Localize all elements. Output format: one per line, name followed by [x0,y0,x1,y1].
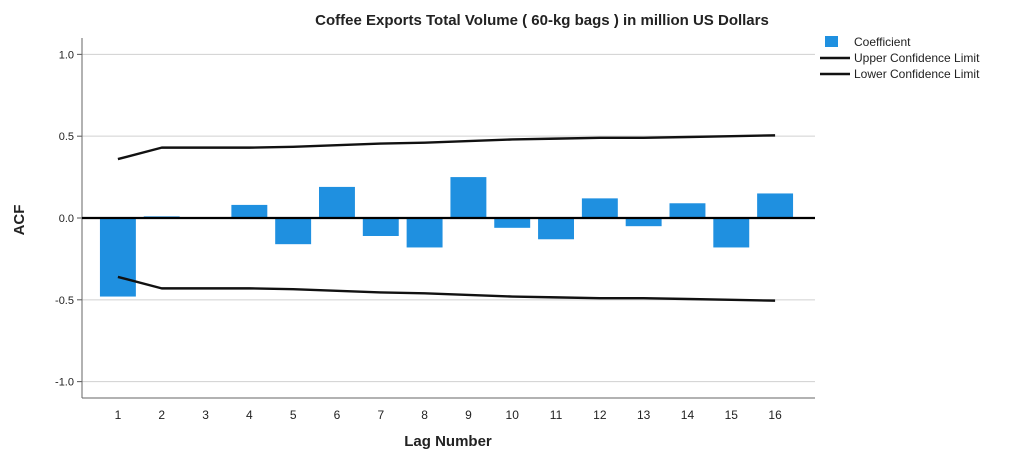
bar-lag-11 [538,218,574,240]
y-tick-label: -1.0 [55,377,74,389]
bar-lag-4 [231,204,268,218]
confidence-lines [117,134,776,302]
x-tick-label: 9 [465,408,472,422]
x-tick-label: 16 [768,408,782,422]
y-tick-label: 0.0 [59,213,74,225]
x-tick-label: 7 [377,408,384,422]
x-tick-label: 1 [115,408,122,422]
y-tick-label: -0.5 [55,295,74,307]
legend: Coefficient Upper Confidence Limit Lower C… [820,35,980,81]
upper-confidence-line [117,134,776,161]
bar-lag-12 [581,198,618,218]
lower-confidence-line [117,275,776,302]
x-tick-label: 11 [550,408,563,422]
bar-lag-16 [757,193,794,218]
bar-lag-7 [362,218,399,236]
x-axis-label: Lag Number [404,433,492,450]
y-tick-label: 1.0 [59,49,74,61]
x-tick-label: 2 [158,408,165,422]
y-axis-label: ACF [11,205,28,236]
legend-label: Coefficient [854,35,911,49]
bar-lag-10 [494,218,531,228]
x-tick-label: 12 [593,408,607,422]
x-tick-label: 4 [246,408,253,422]
legend-swatch-coefficient [825,36,838,47]
x-tick-label: 3 [202,408,209,422]
bar-lag-14 [669,203,706,218]
x-tick-label: 6 [334,408,341,422]
legend-label: Upper Confidence Limit [854,51,980,65]
y-tick-label: 0.5 [59,131,74,143]
bar-lag-15 [713,218,750,248]
axes [81,38,815,399]
bar-lag-9 [450,177,487,218]
bar-lag-5 [275,218,312,245]
bar-lag-13 [625,218,662,227]
y-tick-labels: 1.0 0.5 0.0 -0.5 -1.0 [55,49,74,388]
x-tick-label: 15 [725,408,739,422]
bar-lag-6 [319,186,355,218]
x-tick-label: 13 [637,408,651,422]
bar-lag-8 [406,218,443,248]
chart-title: Coffee Exports Total Volume ( 60-kg bags… [315,12,769,29]
bars [99,177,794,297]
x-tick-label: 14 [681,408,695,422]
legend-label: Lower Confidence Limit [854,67,980,81]
x-tick-label: 5 [290,408,297,422]
x-tick-labels: 1 2 3 4 5 6 7 8 9 10 11 12 13 14 15 16 [115,408,783,422]
x-tick-label: 8 [421,408,428,422]
x-tick-label: 10 [506,408,520,422]
bar-lag-1 [99,218,136,297]
